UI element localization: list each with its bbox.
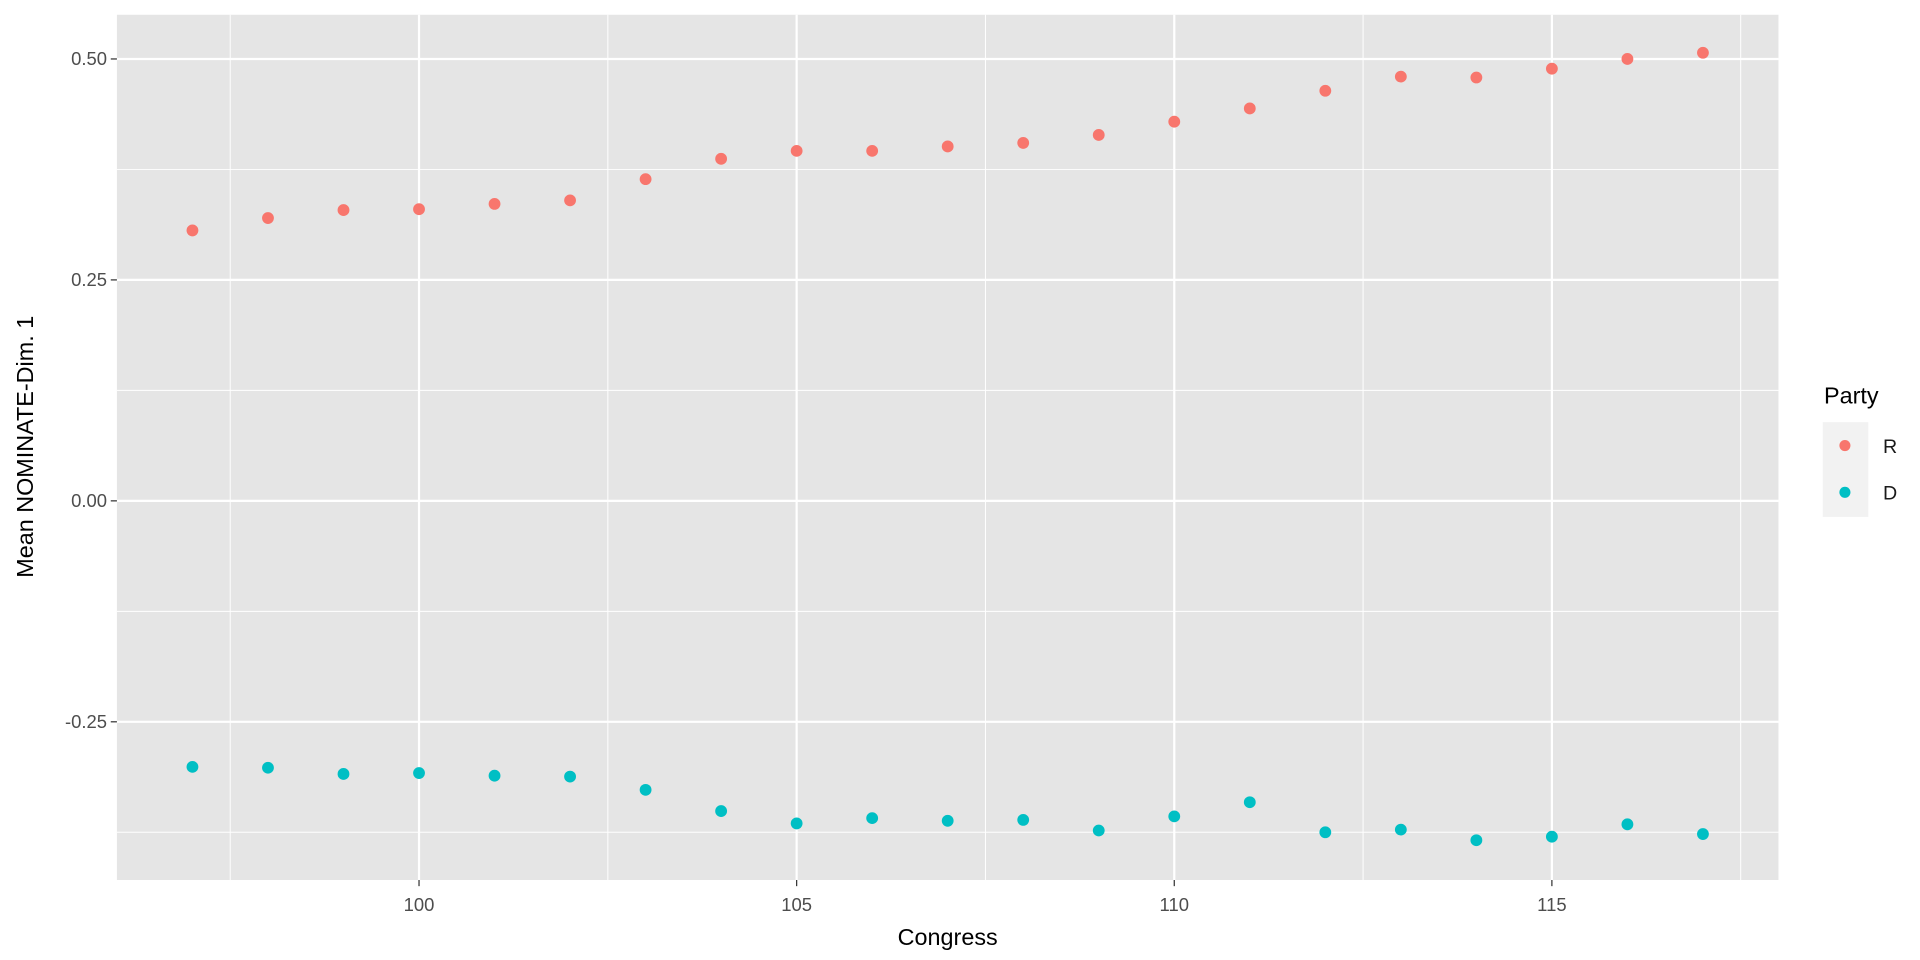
point-d: [1017, 813, 1030, 826]
point-r: [639, 173, 652, 186]
x-tick-label: 115: [1537, 894, 1566, 915]
point-r: [790, 144, 803, 157]
point-d: [941, 814, 954, 827]
point-r: [1697, 46, 1709, 59]
point-d: [1697, 828, 1709, 840]
y-tick-label: 0.00: [71, 490, 107, 511]
point-r: [488, 197, 501, 210]
legend: Party R D: [1822, 383, 1897, 517]
y-tick-label: -0.25: [65, 711, 107, 732]
point-d: [790, 817, 803, 830]
point-r: [1394, 70, 1407, 83]
point-d: [1092, 824, 1105, 837]
point-r: [1243, 102, 1256, 115]
point-d: [866, 812, 879, 825]
y-axis-label: Mean NOMINATE-Dim. 1: [12, 316, 38, 578]
grid-major: [116, 14, 1779, 880]
point-d: [1545, 830, 1558, 843]
point-d: [1319, 826, 1332, 839]
legend-key-d: [1839, 486, 1851, 498]
point-d: [1168, 810, 1181, 823]
point-r: [1092, 129, 1105, 141]
point-d: [337, 768, 350, 780]
y-tick-label: 0.50: [71, 48, 107, 69]
point-r: [186, 224, 199, 237]
grid-minor: [116, 14, 1779, 880]
plot-panel: [116, 14, 1779, 881]
point-r: [866, 144, 879, 157]
legend-key-background: [1822, 422, 1869, 517]
point-d: [262, 761, 274, 774]
x-tick-label: 110: [1160, 894, 1189, 915]
point-d: [715, 805, 728, 817]
x-tick-label: 100: [404, 894, 435, 915]
point-d: [413, 767, 425, 779]
point-r: [262, 212, 274, 224]
point-d: [1394, 823, 1407, 836]
y-axis: 0.50 0.25 0.00 -0.25: [65, 48, 117, 732]
x-axis: 100 105 110 115: [404, 880, 1567, 915]
point-d: [1243, 796, 1256, 809]
legend-title: Party: [1824, 383, 1879, 409]
point-d: [1621, 818, 1634, 831]
point-r: [1168, 115, 1181, 128]
point-r: [941, 140, 954, 153]
point-r: [1470, 71, 1483, 84]
legend-key-r: [1839, 440, 1851, 452]
point-d: [639, 783, 652, 796]
x-axis-label: Congress: [898, 924, 998, 950]
point-r: [715, 152, 728, 165]
x-tick-label: 105: [781, 894, 812, 915]
point-r: [1319, 84, 1332, 97]
point-r: [1621, 53, 1634, 65]
legend-label-r: R: [1883, 436, 1897, 458]
points: [186, 46, 1709, 847]
point-r: [1545, 62, 1558, 75]
point-r: [413, 203, 425, 216]
point-r: [564, 194, 576, 207]
y-tick-label: 0.25: [71, 269, 107, 290]
point-d: [488, 769, 501, 782]
point-r: [1017, 137, 1030, 149]
legend-label-d: D: [1883, 483, 1897, 505]
point-d: [186, 760, 199, 773]
point-d: [564, 770, 576, 783]
point-d: [1470, 834, 1483, 847]
point-r: [337, 204, 350, 216]
